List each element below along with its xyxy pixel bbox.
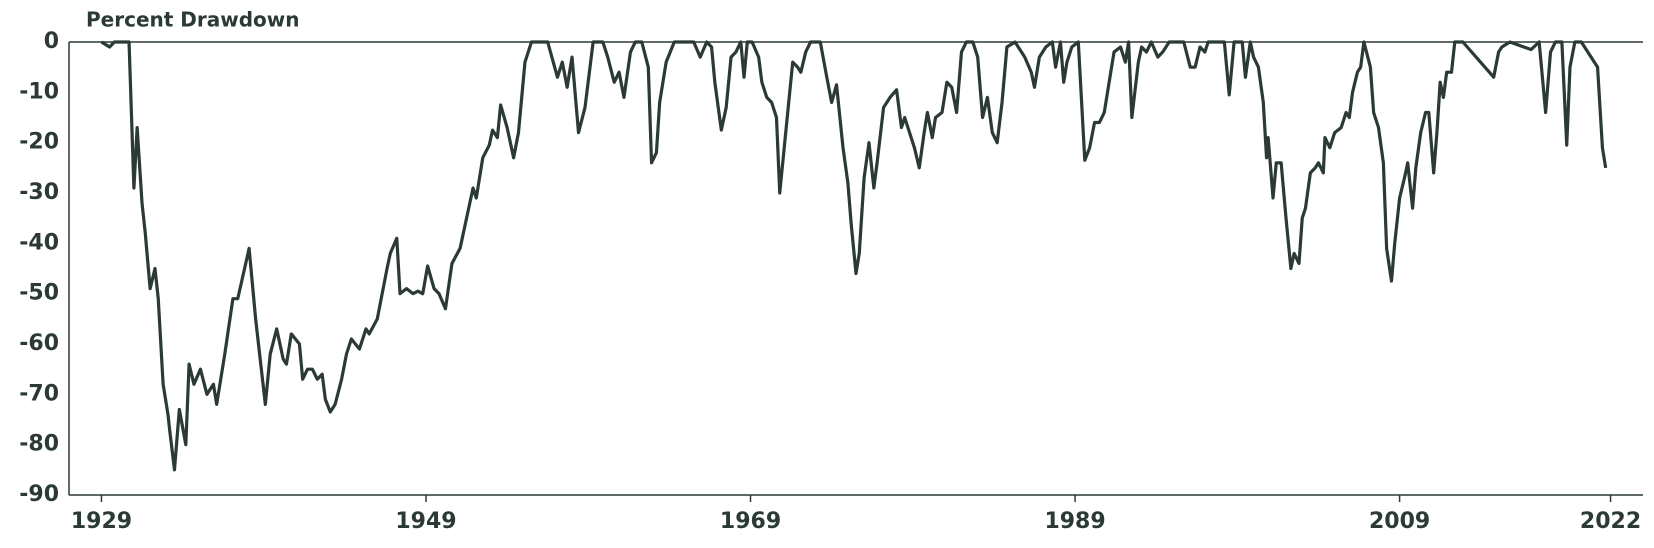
y-tick-label: -20: [19, 130, 59, 155]
x-tick-label: 1949: [395, 509, 456, 534]
y-tick-label: -10: [19, 79, 59, 104]
x-tick-label: 1989: [1044, 509, 1105, 534]
y-tick-label: -90: [19, 482, 59, 507]
chart-title: Percent Drawdown: [86, 8, 299, 32]
y-tick-label: -30: [19, 180, 59, 205]
y-tick-label: -60: [19, 331, 59, 356]
y-tick-label: -40: [19, 230, 59, 255]
x-tick-label: 2009: [1369, 509, 1430, 534]
x-tick-label: 1929: [71, 509, 132, 534]
x-tick-label: 1969: [720, 509, 781, 534]
x-tick-label: 2022: [1580, 509, 1641, 534]
y-tick-label: 0: [44, 29, 59, 54]
y-tick-label: -50: [19, 281, 59, 306]
drawdown-line: [100, 40, 1608, 472]
y-tick-label: -80: [19, 432, 59, 457]
y-tick-label: -70: [19, 381, 59, 406]
